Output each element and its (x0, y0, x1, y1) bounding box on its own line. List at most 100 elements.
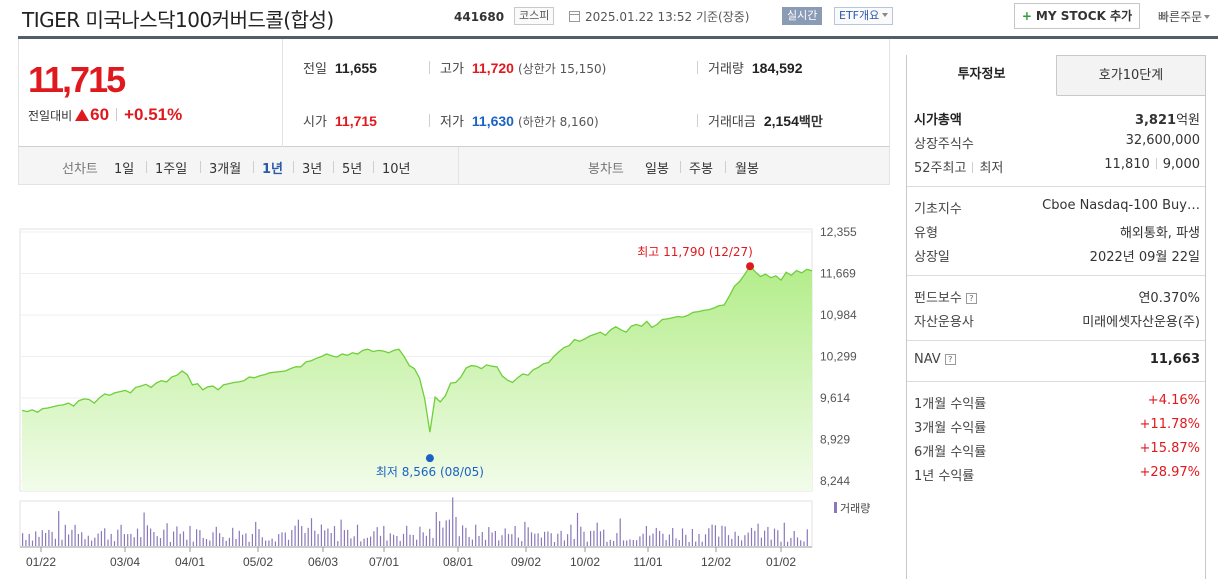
period-3m[interactable]: 3개월 (209, 162, 242, 177)
volume-bar (406, 525, 408, 546)
row-label: 자산운용사 (914, 315, 974, 330)
stat-prev: 전일 11,655 (303, 58, 377, 77)
volume-bar (186, 539, 188, 546)
add-my-stock-button[interactable]: + MY STOCK 추가 (1014, 3, 1140, 29)
candle-daily[interactable]: 일봉 (645, 162, 669, 177)
volume-bar (146, 525, 148, 546)
stat-label: 고가 (440, 62, 464, 77)
volume-bar (232, 527, 234, 546)
divider (333, 161, 334, 173)
volume-bar (435, 512, 437, 546)
volume-bar (343, 530, 345, 546)
volume-bar (718, 536, 720, 546)
row-label: 1년 수익률 (914, 469, 975, 484)
volume-bar (685, 534, 687, 546)
tab-order-book[interactable]: 호가10단계 (1098, 68, 1164, 83)
volume-label: 거래량 (840, 502, 870, 515)
volume-bar (452, 497, 454, 546)
volume-bar (64, 524, 66, 546)
stock-header: TIGER 미국나스닥100커버드콜(합성) 441680 코스피 2025.0… (0, 0, 1226, 36)
period-5y[interactable]: 5년 (342, 162, 363, 177)
period-10y[interactable]: 10년 (382, 162, 411, 177)
stat-value: 2,154 (763, 113, 799, 129)
volume-bar (333, 526, 336, 546)
volume-bar (166, 523, 168, 546)
basis-text: 기준(장중) (695, 10, 750, 24)
volume-bar (261, 537, 263, 546)
row-manager: 자산운용사 미래에셋자산운용(주) (914, 309, 1200, 331)
volume-bar (242, 534, 244, 546)
volume-bar (251, 533, 253, 546)
chevron-down-icon (1204, 15, 1211, 19)
volume-bar (488, 527, 490, 546)
candle-weekly[interactable]: 주봉 (689, 162, 713, 177)
x-tick-label: 11/01 (633, 555, 662, 569)
stock-code: 441680 (454, 10, 505, 24)
x-tick-label: 01/22 (26, 555, 56, 569)
volume-bar (337, 541, 339, 546)
x-tick-label: 06/03 (308, 555, 338, 569)
volume-bar (84, 539, 86, 546)
volume-bar (320, 524, 322, 546)
volume-bar (199, 530, 201, 546)
volume-bar (534, 533, 536, 546)
realtime-button[interactable]: 실시간 (782, 7, 823, 25)
volume-bar (153, 532, 155, 546)
volume-bar (100, 531, 102, 546)
row-return-1y: 1년 수익률 +28.97% (914, 463, 1200, 485)
help-icon[interactable]: ? (944, 354, 956, 365)
panel-body: 시가총액 3,821억원 상장주식수 32,600,000 52주최고 최저 11,81… (906, 96, 1206, 579)
period-3y[interactable]: 3년 (302, 162, 323, 177)
volume-bar (468, 537, 470, 546)
volume-bar (399, 540, 401, 546)
chevron-down-icon (882, 13, 889, 17)
volume-bar (182, 531, 185, 546)
volume-bar (681, 528, 684, 546)
volume-bar (373, 531, 375, 546)
volume-bar (396, 536, 398, 546)
volume-bar (557, 533, 559, 546)
volume-legend-swatch (834, 502, 837, 513)
volume-bar (593, 530, 595, 546)
volume-bar (310, 518, 313, 546)
tab-investment-info[interactable]: 투자정보 (907, 55, 1057, 96)
change-value: 60 (90, 105, 110, 124)
line-chart-label: 선차트 (62, 162, 98, 177)
volume-bar (54, 538, 56, 546)
help-icon[interactable]: ? (965, 293, 977, 304)
period-1d[interactable]: 1일 (114, 162, 135, 177)
volume-bar (360, 541, 362, 546)
volume-bar (764, 530, 766, 546)
panel-tabs: 투자정보 호가10단계 (906, 55, 1206, 96)
market-badge: 코스피 (514, 7, 555, 25)
volume-bar (754, 530, 756, 546)
quick-order-dropdown[interactable]: 빠른주문 (1158, 8, 1211, 25)
volume-bar (113, 541, 116, 546)
y-tick-label: 8,244 (820, 474, 850, 488)
volume-bar (68, 534, 70, 546)
volume-bar (143, 512, 145, 546)
volume-bar (662, 533, 664, 546)
volume-bar (347, 529, 349, 546)
period-1w[interactable]: 1주일 (155, 162, 188, 177)
volume-bar (721, 525, 723, 546)
divider (680, 161, 681, 173)
row-value: 32,600,000 (1125, 133, 1200, 148)
volume-bar (104, 528, 106, 546)
candle-monthly[interactable]: 월봉 (735, 162, 759, 177)
period-1y[interactable]: 1년 (262, 162, 284, 177)
volume-bar (258, 529, 260, 546)
divider (293, 161, 294, 173)
divider (373, 161, 374, 173)
stat-label: 거래량 (708, 62, 744, 77)
etf-overview-dropdown[interactable]: ETF개요 (834, 7, 894, 25)
volume-bar (130, 533, 132, 546)
volume-bar (767, 526, 769, 546)
row-value: Cboe Nasdaq-100 Buy… (1042, 198, 1200, 213)
volume-bar (393, 534, 395, 546)
volume-bar (245, 533, 247, 546)
volume-bar (265, 540, 267, 546)
volume-bar (173, 531, 175, 546)
volume-bar (209, 540, 211, 546)
divider (907, 340, 1205, 341)
